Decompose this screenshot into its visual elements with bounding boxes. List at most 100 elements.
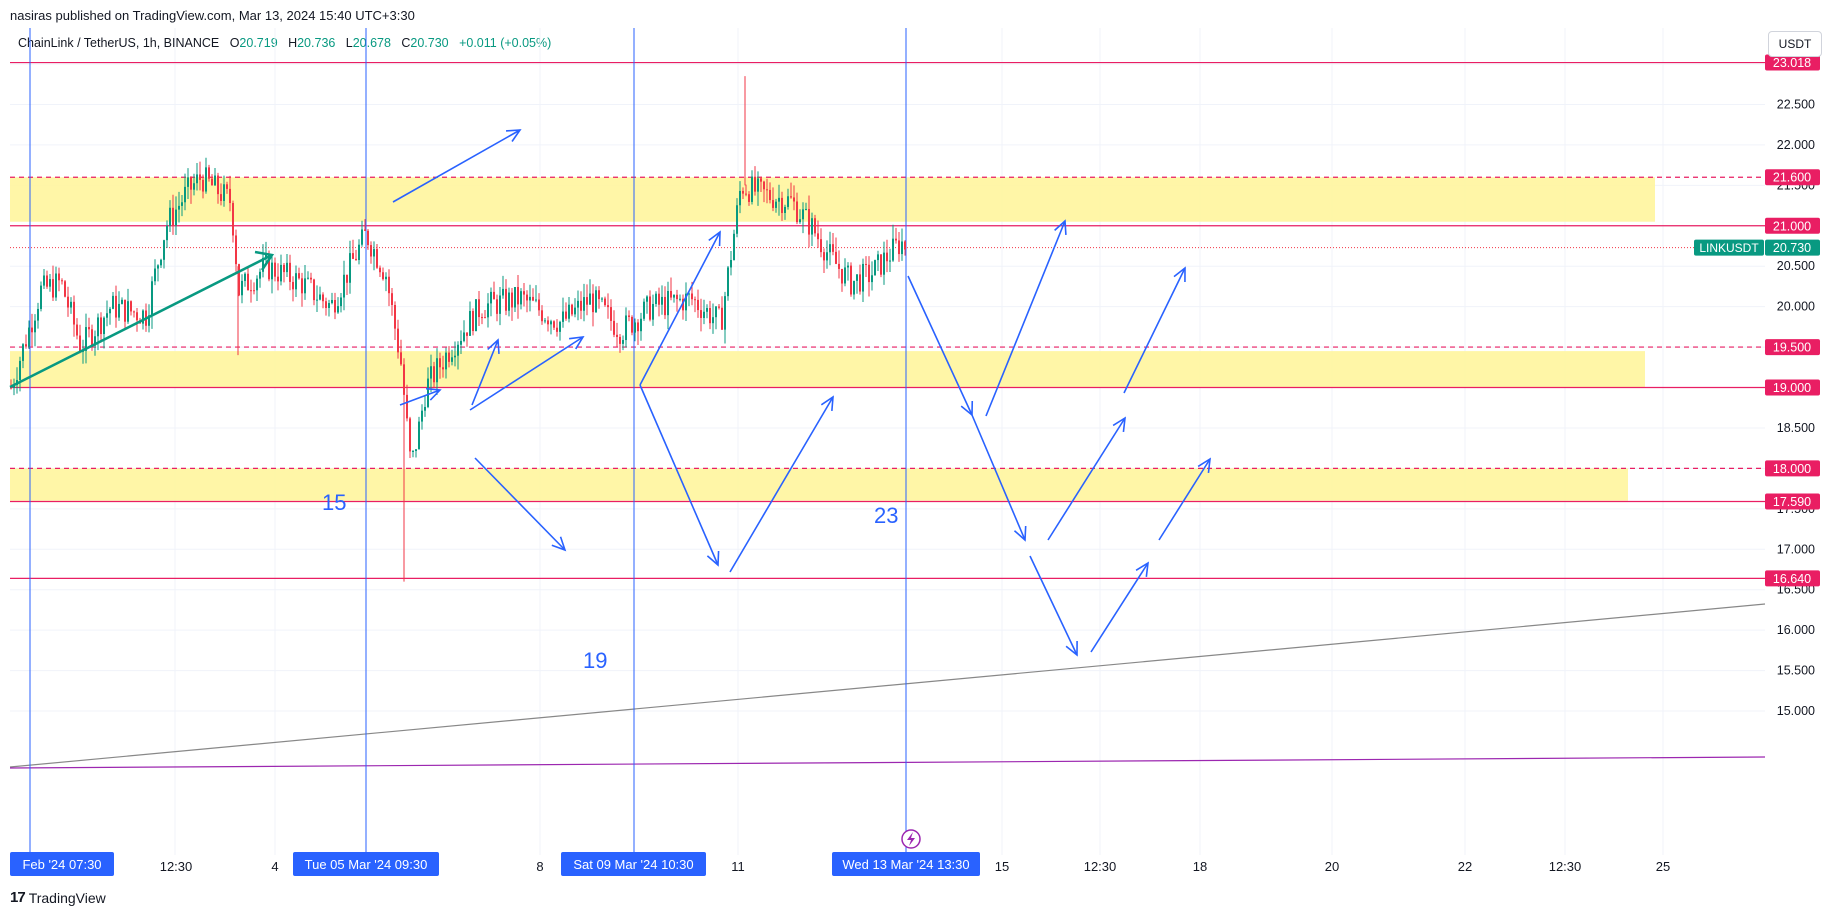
candle-body — [157, 265, 159, 269]
time-axis-tick: 11 — [731, 859, 745, 874]
candle-body — [685, 293, 687, 311]
price-level-badge-text: 19.500 — [1773, 341, 1811, 355]
candle-body — [496, 299, 498, 314]
candle-body — [31, 327, 33, 333]
candle-body — [571, 304, 573, 315]
candle-body — [499, 295, 501, 314]
scenario-arrow — [1090, 562, 1149, 653]
candle-body — [859, 274, 861, 292]
candle-body — [70, 301, 72, 308]
chart-annotation-label: 19 — [583, 648, 607, 673]
candle-body — [280, 264, 282, 282]
time-axis-tick: 22 — [1458, 859, 1472, 874]
candle-body — [832, 244, 834, 252]
candle-body — [28, 327, 30, 347]
candle-body — [265, 253, 267, 258]
candle-body — [181, 202, 183, 206]
scenario-arrow — [639, 384, 719, 566]
candle-body — [673, 294, 675, 298]
candle-body — [424, 406, 426, 411]
candle-body — [223, 184, 225, 201]
candle-body — [118, 303, 120, 318]
candle-body — [595, 290, 597, 313]
price-axis-tick: 16.000 — [1777, 623, 1815, 637]
candle-body — [13, 385, 15, 388]
candle-body — [283, 264, 285, 273]
candle-body — [40, 285, 42, 309]
candle-body — [799, 219, 801, 223]
candle-body — [871, 275, 873, 283]
currency-unit-button[interactable]: USDT — [1768, 31, 1822, 57]
price-level-badge — [1765, 570, 1820, 587]
candle-body — [427, 378, 429, 407]
candle-body — [643, 301, 645, 319]
candle-body — [316, 299, 318, 301]
candle-body — [559, 321, 561, 332]
candle-body — [763, 181, 765, 190]
candle-body — [526, 294, 528, 301]
candle-body — [730, 260, 732, 268]
candle-body — [364, 229, 366, 231]
candle-body — [289, 262, 291, 282]
candle-body — [301, 278, 303, 294]
candle-body — [169, 207, 171, 226]
price-level-badge — [1765, 493, 1820, 510]
candle-body — [811, 218, 813, 235]
candle-body — [538, 299, 540, 311]
scenario-arrow-head — [487, 338, 500, 355]
scenario-arrow-head — [1135, 561, 1149, 577]
candle-body — [214, 175, 216, 186]
candle-body — [739, 190, 741, 206]
price-axis-tick: 22.500 — [1777, 97, 1815, 111]
candle-body — [670, 291, 672, 298]
candle-body — [121, 299, 123, 304]
price-level-badge-text: 16.640 — [1773, 572, 1811, 586]
candle-body — [616, 334, 618, 337]
candle-body — [202, 179, 204, 192]
candle-body — [253, 290, 255, 292]
candle-body — [247, 273, 249, 291]
tradingview-brand[interactable]: 17 TradingView — [10, 889, 106, 906]
candle-body — [892, 238, 894, 261]
candle-body — [463, 332, 465, 341]
lower-trend-line — [9, 756, 1766, 769]
candle-body — [10, 387, 12, 389]
candle-body — [421, 410, 423, 422]
candle-body — [481, 317, 483, 319]
candle-body — [325, 301, 327, 308]
candle-body — [520, 291, 522, 305]
candle-body — [547, 320, 549, 325]
candle-body — [511, 292, 513, 308]
scenario-arrow — [474, 457, 566, 551]
candle-body — [409, 418, 411, 452]
symbol-title[interactable]: ChainLink / TetherUS, 1h, BINANCE — [18, 36, 220, 50]
candle-body — [460, 340, 462, 345]
time-axis-badge-text: Wed 13 Mar '24 13:30 — [842, 857, 969, 872]
candle-body — [850, 265, 852, 295]
scenario-arrow-head — [1112, 416, 1126, 433]
time-axis-tick: 25 — [1656, 859, 1670, 874]
candle-body — [454, 355, 456, 358]
scenario-arrow — [985, 220, 1066, 417]
candle-body — [718, 306, 720, 308]
open-value: 20.719 — [239, 36, 278, 50]
price-level-badge — [1765, 217, 1820, 234]
candle-body — [895, 238, 897, 241]
candle-body — [178, 205, 180, 210]
candle-body — [565, 311, 567, 319]
candle-body — [451, 357, 453, 362]
time-axis-badge — [561, 852, 706, 876]
candle-body — [97, 317, 99, 337]
price-axis-tick: 15.500 — [1777, 664, 1815, 678]
candle-body — [226, 184, 228, 189]
candle-body — [241, 280, 243, 296]
candle-body — [721, 307, 723, 330]
candle-body — [814, 218, 816, 234]
chart-annotation-label: 23 — [874, 503, 898, 528]
candle-body — [649, 296, 651, 320]
scenario-arrow-head — [1173, 266, 1186, 283]
price-axis-tick: 17.000 — [1777, 542, 1815, 556]
candle-body — [34, 320, 36, 333]
candle-body — [853, 280, 855, 295]
